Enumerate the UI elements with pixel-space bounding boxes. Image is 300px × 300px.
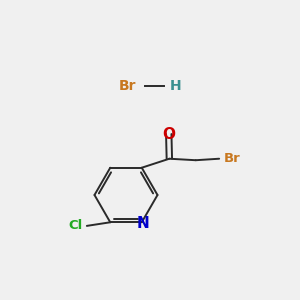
Text: H: H [169, 79, 181, 92]
Text: Br: Br [224, 152, 240, 165]
Text: Br: Br [119, 79, 136, 92]
Text: Cl: Cl [68, 219, 82, 232]
Text: O: O [162, 127, 175, 142]
Text: N: N [137, 216, 150, 231]
